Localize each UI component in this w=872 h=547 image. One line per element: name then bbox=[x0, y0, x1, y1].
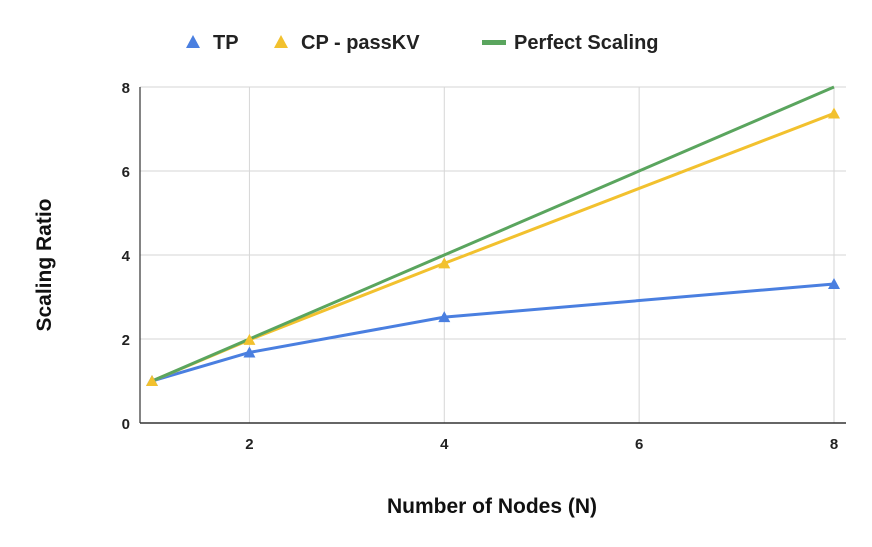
series-line-tp bbox=[151, 282, 835, 383]
tick-labels: 0 2 4 6 8 2 4 6 8 bbox=[122, 80, 839, 453]
data-point bbox=[438, 257, 451, 269]
data-point bbox=[146, 375, 158, 386]
x-axis-title: Number of Nodes (N) bbox=[387, 495, 597, 518]
data-point bbox=[243, 333, 256, 345]
legend: TP CP - passKV Perfect Scaling bbox=[186, 32, 659, 54]
grid-lines bbox=[140, 86, 846, 423]
series-line-perfect-scaling bbox=[151, 85, 835, 383]
axes bbox=[139, 87, 846, 424]
y-tick-label: 6 bbox=[122, 164, 130, 181]
data-point bbox=[243, 346, 256, 358]
y-tick-label: 2 bbox=[122, 332, 130, 349]
series-line-cp-passkv bbox=[151, 112, 835, 383]
y-tick-label: 8 bbox=[122, 80, 130, 97]
x-tick-label: 4 bbox=[440, 436, 449, 453]
legend-triangle-icon bbox=[274, 35, 288, 48]
x-tick-label: 2 bbox=[245, 436, 253, 453]
legend-label: CP - passKV bbox=[301, 32, 420, 54]
y-axis-title: Scaling Ratio bbox=[33, 198, 56, 331]
y-tick-label: 4 bbox=[122, 248, 131, 265]
data-point bbox=[828, 277, 840, 289]
x-tick-label: 6 bbox=[635, 436, 643, 453]
legend-label: Perfect Scaling bbox=[514, 32, 659, 54]
y-tick-label: 0 bbox=[122, 416, 130, 433]
legend-triangle-icon bbox=[186, 35, 200, 48]
legend-label: TP bbox=[213, 32, 239, 54]
x-tick-label: 8 bbox=[830, 436, 838, 453]
legend-line-icon bbox=[482, 40, 506, 45]
data-point bbox=[438, 311, 451, 323]
data-point bbox=[828, 107, 840, 119]
series-layer bbox=[146, 85, 840, 386]
